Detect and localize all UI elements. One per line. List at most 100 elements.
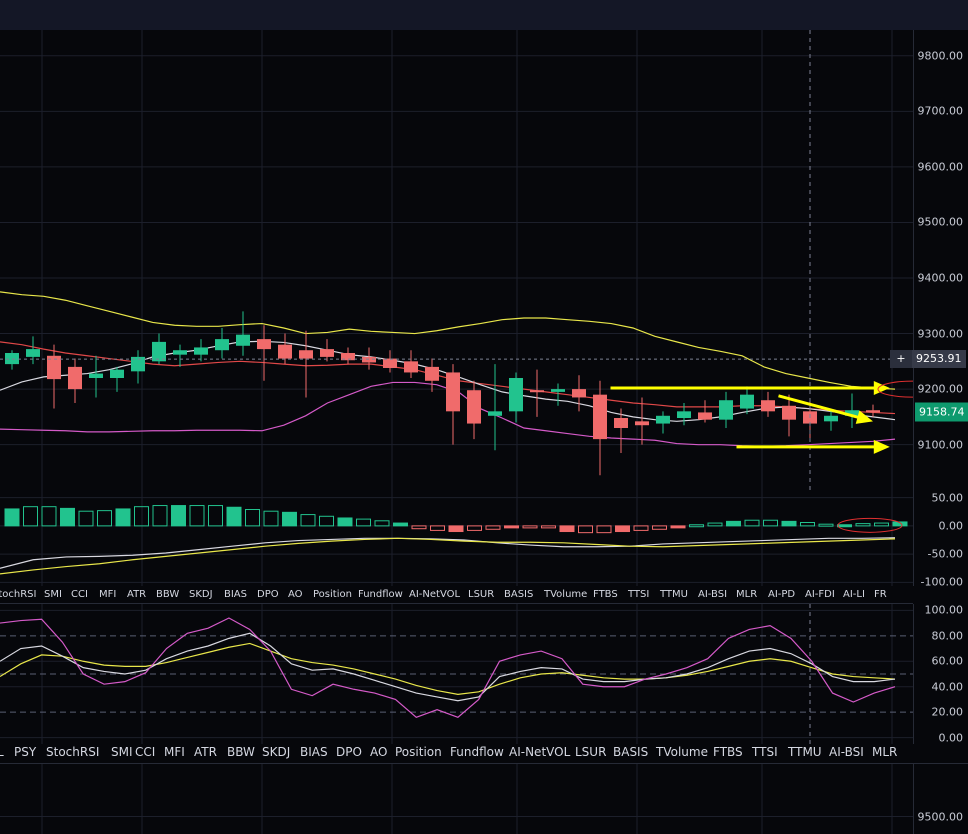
indicator-tab-ai-fdi[interactable]: AI-FDI bbox=[805, 588, 835, 600]
indicator-tab-lsur[interactable]: LSUR bbox=[468, 588, 495, 600]
indicator-tab-mlr[interactable]: MLR bbox=[872, 745, 898, 759]
candle-body bbox=[383, 358, 397, 368]
candle-body bbox=[467, 390, 481, 424]
indicator-tab-atr[interactable]: ATR bbox=[194, 745, 217, 759]
indicator-tab-dpo[interactable]: DPO bbox=[257, 588, 279, 600]
axis-tick-label: -50.00 bbox=[927, 547, 963, 561]
histogram-bar bbox=[837, 524, 852, 528]
indicator-tab-dpo[interactable]: DPO bbox=[336, 745, 362, 759]
indicator-tab-ai-netvol[interactable]: AI-NetVOL bbox=[509, 745, 571, 759]
histogram-bar bbox=[800, 521, 815, 527]
indicator-tab-ttmu[interactable]: TTMU bbox=[660, 588, 688, 600]
indicator-tab-ai-bsi[interactable]: AI-BSI bbox=[698, 588, 728, 600]
indicator-tab-ai-netvol[interactable]: AI-NetVOL bbox=[409, 588, 461, 600]
indicator-tab-row-2: L PSY StochRSI SMI CCI MFI ATR BBW SKDJ BIAS DPO AO… bbox=[0, 743, 913, 761]
candle-body bbox=[299, 350, 313, 359]
ellipse-annotation bbox=[877, 380, 913, 398]
indicator-tab-mfi[interactable]: MFI bbox=[99, 588, 117, 600]
indicator-tab-bias[interactable]: BIAS bbox=[224, 588, 247, 600]
histogram-indicator[interactable] bbox=[0, 490, 913, 586]
indicator-tab-position[interactable]: Position bbox=[313, 588, 352, 600]
indicator-tab-ttsi[interactable]: TTSI bbox=[628, 588, 650, 600]
indicator-tab-ftbs[interactable]: FTBS bbox=[593, 588, 618, 600]
indicator-tab-ai-li[interactable]: AI-LI bbox=[843, 588, 865, 600]
indicator-tab-bbw[interactable]: BBW bbox=[156, 588, 180, 600]
indicator-tab-ttmu[interactable]: TTMU bbox=[788, 745, 822, 759]
axis-tick-label: 9600.00 bbox=[917, 160, 964, 174]
indicator-tab-tvolume[interactable]: TVolume bbox=[656, 745, 708, 759]
histogram-bar bbox=[781, 520, 797, 527]
histogram-bar bbox=[60, 507, 75, 527]
axis-tick-label: 9500.00 bbox=[917, 215, 964, 229]
histogram-bar bbox=[208, 505, 223, 527]
indicator-tab-fundflow[interactable]: Fundflow bbox=[450, 745, 504, 759]
histogram-bar bbox=[448, 525, 464, 533]
indicator-tab-lsur[interactable]: LSUR bbox=[575, 745, 607, 759]
indicator-tab-ai-pd[interactable]: AI-PD bbox=[768, 588, 796, 600]
histogram-bar bbox=[226, 506, 242, 527]
indicator-tab-mfi[interactable]: MFI bbox=[164, 745, 185, 759]
indicator-tab-bias[interactable]: BIAS bbox=[300, 745, 328, 759]
histogram-bar bbox=[245, 509, 260, 527]
indicator-tab-cci[interactable]: CCI bbox=[135, 745, 156, 759]
indicator-tab-tvolume[interactable]: TVolume bbox=[544, 588, 588, 600]
histogram-bar bbox=[430, 525, 445, 531]
indicator-tab-cci[interactable]: CCI bbox=[71, 588, 88, 600]
indicator-tab-mlr[interactable]: MLR bbox=[736, 588, 758, 600]
histogram-bar bbox=[134, 506, 149, 527]
histogram-bar bbox=[522, 525, 538, 529]
bottom-indicator[interactable] bbox=[0, 764, 913, 834]
histogram-bar bbox=[726, 520, 741, 527]
indicator-tab-smi[interactable]: SMI bbox=[111, 745, 133, 759]
indicator-tab-ttsi[interactable]: TTSI bbox=[752, 745, 778, 759]
candle-body bbox=[236, 334, 250, 346]
indicator-tab-ai-bsi[interactable]: AI-BSI bbox=[829, 745, 864, 759]
candle-body bbox=[782, 405, 796, 420]
candle-body bbox=[152, 341, 166, 362]
candle-body bbox=[845, 410, 859, 416]
candle-body bbox=[656, 415, 670, 424]
indicator-tab-ftbs[interactable]: FTBS bbox=[713, 745, 743, 759]
indicator-tab-ao[interactable]: AO bbox=[288, 588, 303, 600]
add-alert-icon[interactable]: + bbox=[890, 350, 912, 369]
histogram-bar bbox=[97, 510, 112, 527]
indicator-tab-skdj[interactable]: SKDJ bbox=[189, 588, 213, 600]
price-chart[interactable] bbox=[0, 30, 913, 490]
last-price-value: 9158.74 bbox=[919, 405, 965, 419]
histogram-bar bbox=[393, 522, 408, 527]
indicator-tab-smi[interactable]: SMI bbox=[44, 588, 62, 600]
indicator-tab-stochrsi[interactable]: StochRSI bbox=[0, 588, 37, 600]
indicator-tab-skdj[interactable]: SKDJ bbox=[262, 745, 291, 759]
histogram-bar bbox=[707, 522, 723, 527]
pane-divider bbox=[0, 603, 913, 604]
ellipse-annotation bbox=[837, 517, 903, 533]
oscillator-axis: 100.00 80.00 60.00 40.00 20.00 0.00 bbox=[913, 604, 968, 744]
histogram-bar bbox=[578, 525, 593, 534]
indicator-tab-bbw[interactable]: BBW bbox=[227, 745, 255, 759]
last-price-tag: 9158.74 bbox=[915, 402, 968, 422]
candle-body bbox=[131, 356, 145, 372]
pane-divider bbox=[0, 763, 968, 764]
indicator-tab-position[interactable]: Position bbox=[395, 745, 442, 759]
indicator-tab-fr[interactable]: FR bbox=[874, 588, 887, 600]
candle-body bbox=[866, 410, 880, 413]
indicator-tab-l[interactable]: L bbox=[0, 745, 4, 759]
indicator-tab-psy[interactable]: PSY bbox=[14, 745, 37, 759]
indicator-tab-stochrsi[interactable]: StochRSI bbox=[46, 745, 100, 759]
axis-tick-label: 100.00 bbox=[924, 603, 964, 617]
indicator-tab-ao[interactable]: AO bbox=[370, 745, 388, 759]
axis-tick-label: 9700.00 bbox=[917, 104, 964, 118]
candle-body bbox=[635, 421, 649, 426]
arrow-head bbox=[855, 410, 873, 424]
axis-tick-label: -100.00 bbox=[920, 575, 963, 589]
oscillator-indicator[interactable] bbox=[0, 604, 913, 744]
histogram-bar bbox=[744, 519, 760, 527]
indicator-tab-fundflow[interactable]: Fundflow bbox=[358, 588, 403, 600]
indicator-tab-atr[interactable]: ATR bbox=[127, 588, 147, 600]
candle-body bbox=[761, 400, 775, 412]
indicator-tab-basis[interactable]: BASIS bbox=[504, 588, 534, 600]
axis-tick-label: 9300.00 bbox=[917, 327, 964, 341]
candle-body bbox=[47, 355, 61, 380]
indicator-tab-basis[interactable]: BASIS bbox=[613, 745, 649, 759]
histogram-bar bbox=[152, 505, 168, 527]
